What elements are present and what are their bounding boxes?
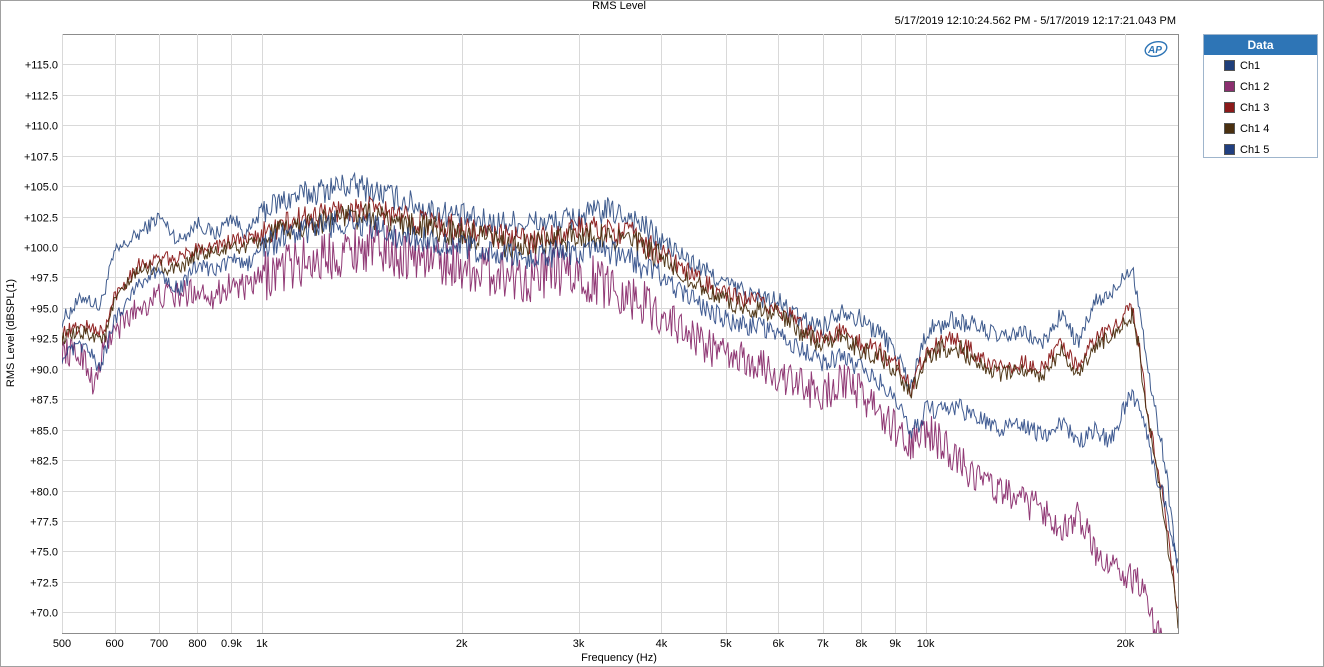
chart-title: RMS Level (592, 0, 646, 12)
x-tick-label: 9k (889, 638, 901, 650)
legend-title: Data (1204, 35, 1317, 55)
legend-swatch (1224, 144, 1235, 155)
y-tick-label: +72.5 (30, 578, 58, 590)
x-tick-label: 8k (855, 638, 867, 650)
y-tick-label: +107.5 (24, 152, 58, 164)
y-tick-label: +102.5 (24, 213, 58, 225)
legend-swatch (1224, 60, 1235, 71)
series-line-2 (62, 221, 1163, 633)
y-tick-label: +115.0 (25, 60, 58, 72)
y-tick-labels: +115.0 +112.5 +110.0 +107.5 +105.0 +102.5 +100… (24, 60, 58, 620)
legend-swatch (1224, 102, 1235, 113)
y-tick-label: +70.0 (30, 608, 58, 620)
ap-logo-icon: AP (1144, 40, 1168, 58)
legend-item[interactable]: Ch1 2 (1204, 76, 1317, 97)
x-tick-label: 20k (1117, 638, 1135, 650)
legend-swatch (1224, 123, 1235, 134)
legend-label: Ch1 5 (1240, 143, 1270, 156)
x-tick-label: 6k (773, 638, 785, 650)
x-tick-label: 600 (105, 638, 123, 650)
y-tick-label: +82.5 (30, 456, 58, 468)
y-tick-label: +75.0 (30, 547, 58, 559)
x-tick-label: 0.9k (221, 638, 242, 650)
y-tick-label: +110.0 (25, 121, 58, 133)
y-tick-label: +87.5 (30, 395, 58, 407)
legend-label: Ch1 (1240, 59, 1261, 72)
x-tick-label: 4k (656, 638, 668, 650)
x-axis-label: Frequency (Hz) (581, 652, 657, 664)
series-layer (62, 171, 1178, 633)
legend-panel[interactable]: Data Ch1 Ch1 2 Ch1 3 Ch1 4 Ch1 5 (1203, 34, 1318, 158)
y-tick-label: +100.0 (24, 243, 58, 255)
x-tick-label: 5k (720, 638, 732, 650)
legend-label: Ch1 2 (1240, 80, 1270, 93)
x-tick-label: 700 (150, 638, 168, 650)
legend-swatch (1224, 81, 1235, 92)
x-gridlines (62, 34, 1126, 633)
series-line-1 (62, 171, 1178, 574)
y-tick-label: +85.0 (30, 426, 58, 438)
y-tick-label: +112.5 (25, 91, 58, 103)
legend-label: Ch1 4 (1240, 122, 1270, 135)
x-tick-label: 1k (256, 638, 268, 650)
series-line-4 (62, 203, 1178, 629)
x-tick-labels: 500 600 700 800 0.9k 1k 2k 3k 4k 5k 6k 7k 8k 9k 10k 20k (53, 638, 1135, 650)
plot-area (62, 34, 1179, 634)
x-tick-label: 500 (53, 638, 71, 650)
y-gridlines (62, 64, 1178, 613)
legend-item[interactable]: Ch1 (1204, 55, 1317, 76)
legend-item[interactable]: Ch1 4 (1204, 118, 1317, 139)
svg-text:AP: AP (1147, 45, 1162, 56)
timestamp-range: 5/17/2019 12:10:24.562 PM - 5/17/2019 12… (894, 15, 1176, 27)
x-tick-label: 800 (188, 638, 206, 650)
x-tick-label: 3k (573, 638, 585, 650)
y-tick-label: +105.0 (24, 182, 58, 194)
legend-item[interactable]: Ch1 5 (1204, 139, 1317, 160)
x-tick-label: 2k (456, 638, 468, 650)
y-tick-label: +97.5 (30, 273, 58, 285)
y-axis-label: RMS Level (dBSPL(1) (5, 279, 17, 387)
legend-item[interactable]: Ch1 3 (1204, 97, 1317, 118)
x-tick-label: 10k (917, 638, 935, 650)
series-line-5 (62, 209, 1178, 564)
y-tick-label: +95.0 (30, 304, 58, 316)
legend-label: Ch1 3 (1240, 101, 1270, 114)
y-tick-label: +80.0 (30, 487, 58, 499)
x-tick-label: 7k (817, 638, 829, 650)
legend-list: Ch1 Ch1 2 Ch1 3 Ch1 4 Ch1 5 (1204, 55, 1317, 160)
y-tick-label: +77.5 (30, 517, 58, 529)
y-tick-label: +90.0 (30, 365, 58, 377)
y-tick-label: +92.5 (30, 334, 58, 346)
